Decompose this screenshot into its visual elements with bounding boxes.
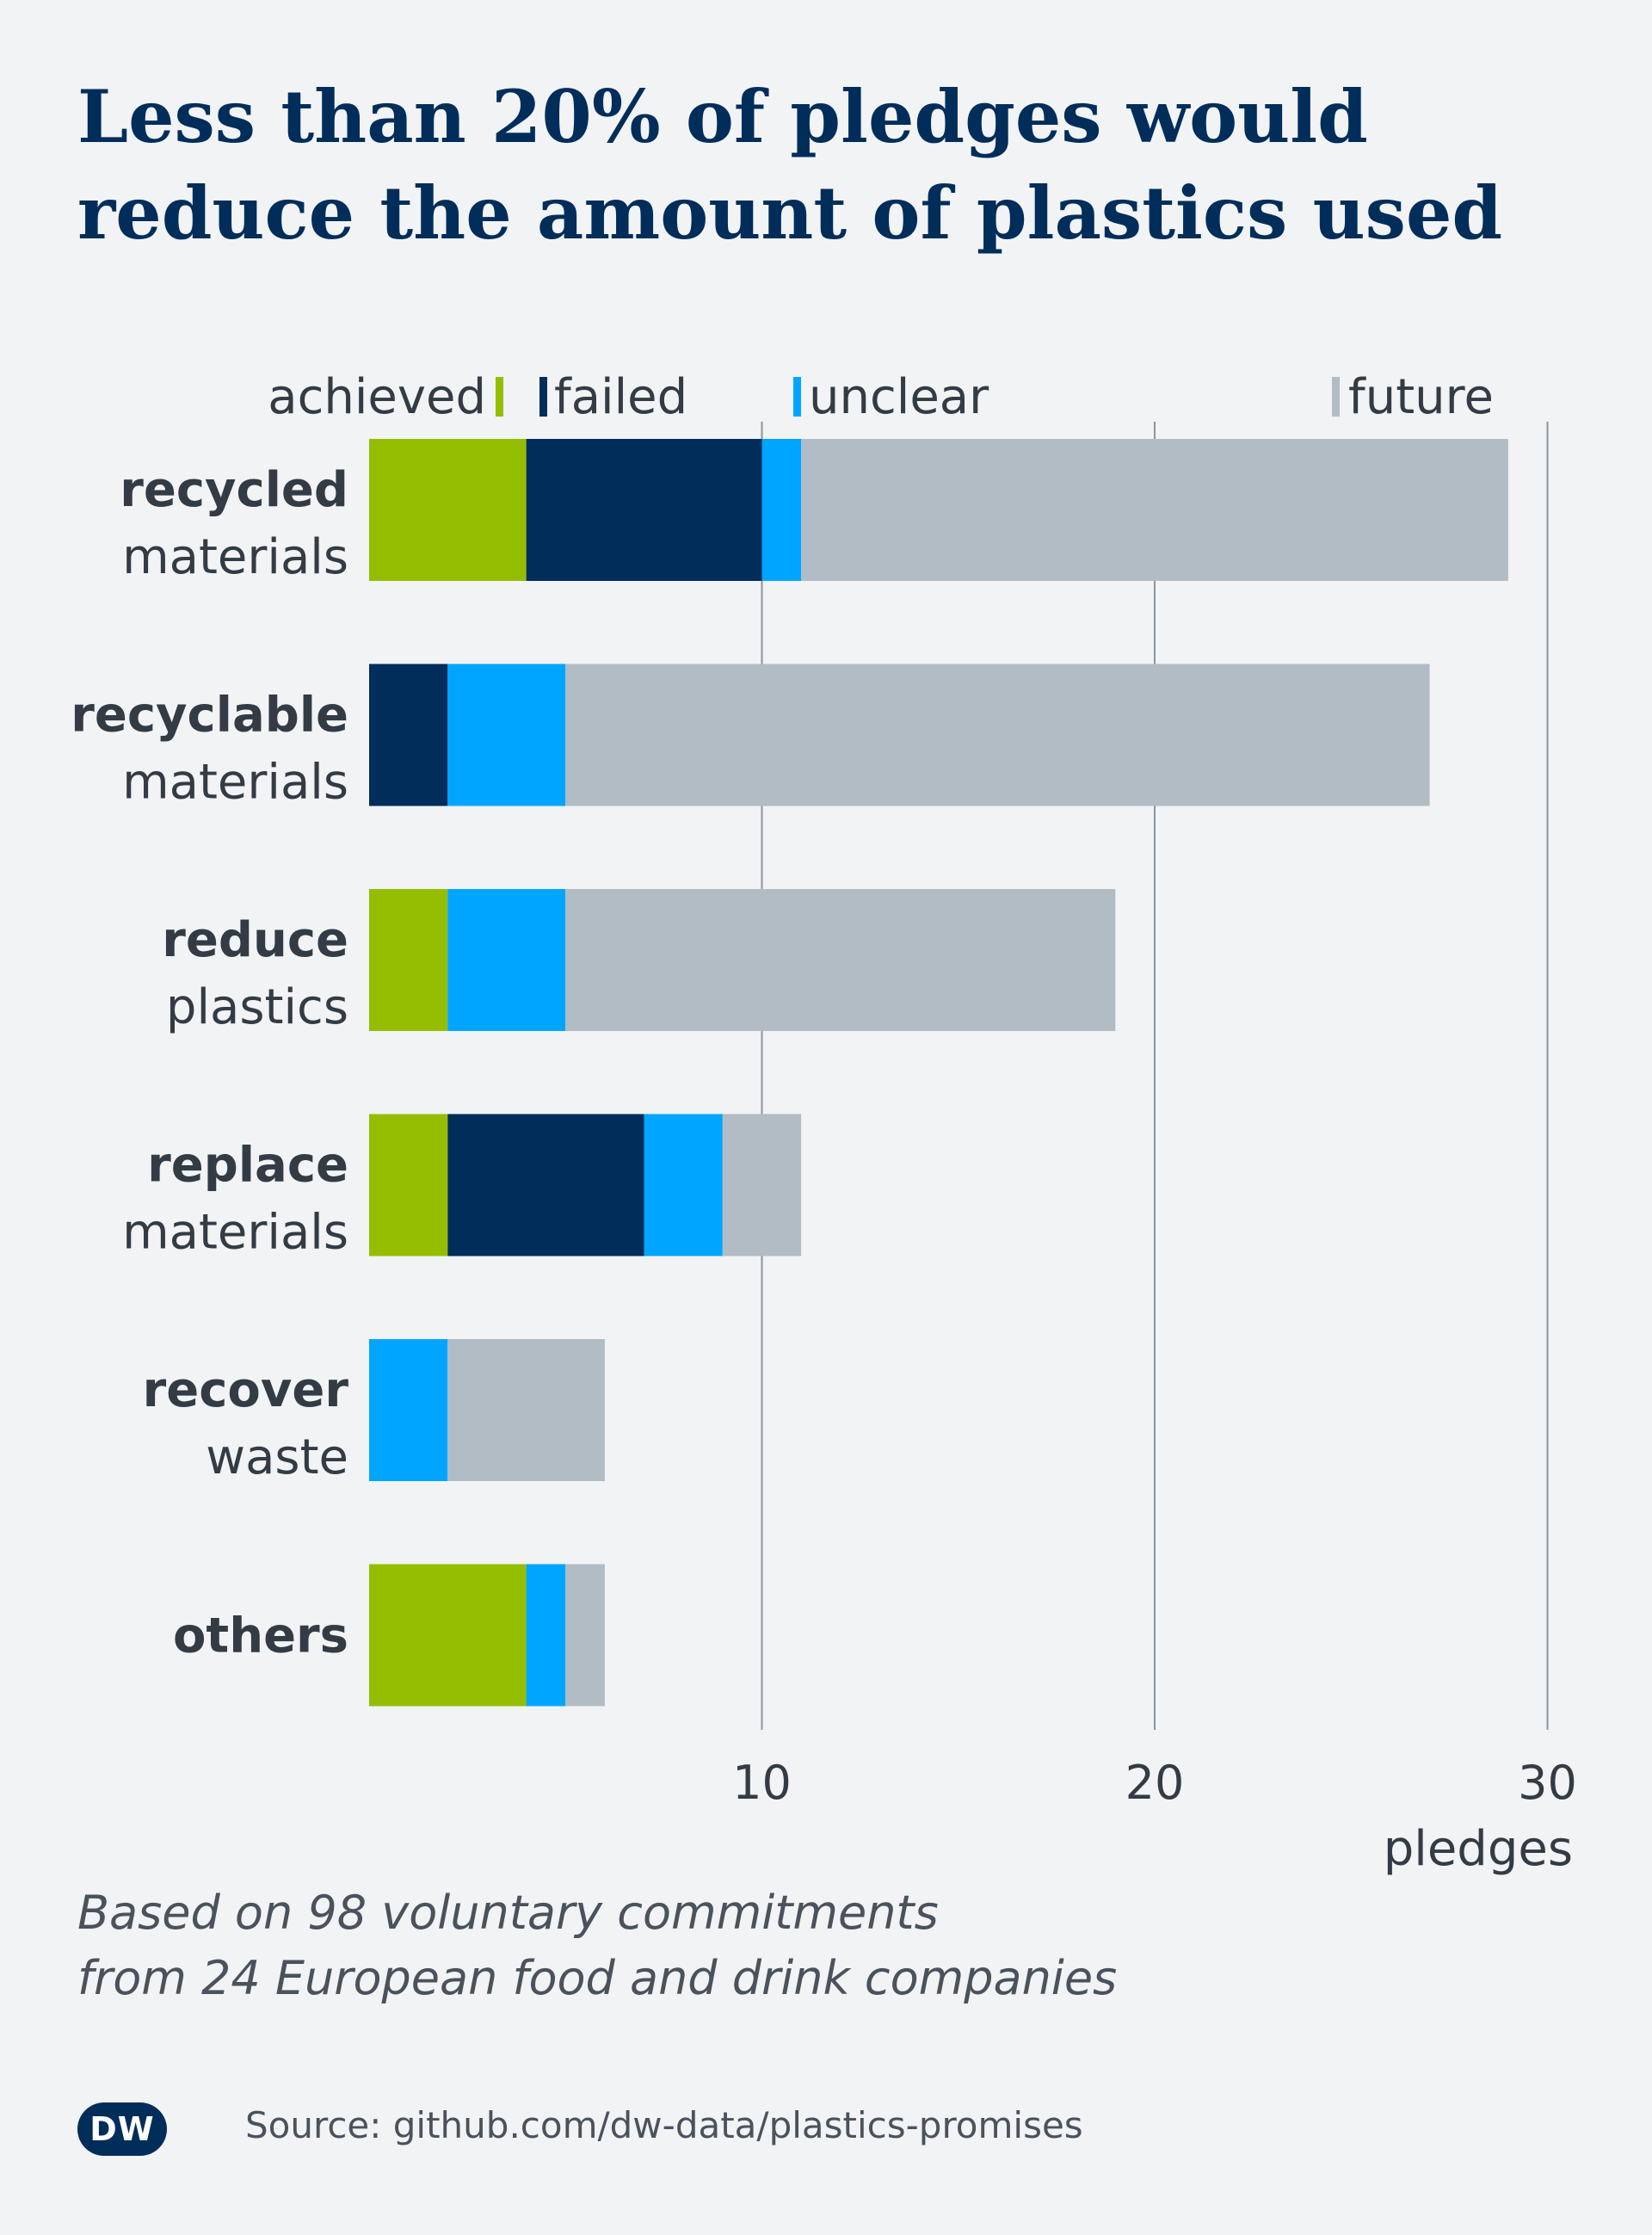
legend-swatch-failed <box>539 377 547 417</box>
bar-recycled-failed <box>526 439 762 581</box>
bar-recover-unclear <box>369 1339 448 1481</box>
bar-replace-unclear <box>644 1114 723 1256</box>
legend-swatch-future <box>1332 377 1340 417</box>
bar-chart: recycled materials recyclable materials redu… <box>71 369 1577 1876</box>
bar-recycled-achieved <box>369 439 527 581</box>
legend-label-achieved: achieved <box>268 369 486 425</box>
bar-recycled-unclear <box>761 439 802 581</box>
legend-label-future: future <box>1348 369 1494 425</box>
bar-recyclable-unclear <box>447 664 566 806</box>
tick-label-20: 20 <box>1125 1756 1185 1810</box>
note-line-2: from 24 European food and drink companie… <box>77 1951 1118 2005</box>
category-sublabel-reduce: plastics <box>166 979 348 1035</box>
chart-title: Less than 20% of pledges would reduce th… <box>77 69 1592 262</box>
bar-recyclable-future <box>565 664 1430 806</box>
bar-reduce-achieved <box>369 889 448 1031</box>
title-line-2: reduce the amount of plastics used <box>77 170 1503 256</box>
category-label-recover: recover <box>143 1362 349 1418</box>
legend-label-failed: failed <box>554 369 687 425</box>
category-label-others: others <box>173 1608 348 1664</box>
bar-reduce-unclear <box>447 889 566 1031</box>
tick-label-10: 10 <box>732 1756 792 1810</box>
bar-reduce-future <box>565 889 1116 1031</box>
dw-logo: DW <box>77 2102 167 2156</box>
bar-replace-failed <box>447 1114 644 1256</box>
bar-others-achieved <box>369 1564 527 1707</box>
bar-recyclable-failed <box>369 664 448 806</box>
category-label-replace: replace <box>147 1138 348 1194</box>
category-sublabel-recyclable: materials <box>122 755 348 811</box>
category-label-reduce: reduce <box>162 912 348 968</box>
legend-label-unclear: unclear <box>809 369 989 425</box>
bar-others-future <box>565 1564 605 1707</box>
category-sublabel-replace: materials <box>122 1205 348 1261</box>
legend-swatch-unclear <box>793 377 801 417</box>
note-line-1: Based on 98 voluntary commitments <box>77 1886 939 1940</box>
bar-recycled-future <box>801 439 1508 581</box>
bar-others-unclear <box>526 1564 566 1707</box>
source-text: Source: github.com/dw-data/plastics-prom… <box>245 2104 1083 2146</box>
x-axis-label: pledges <box>1384 1821 1573 1876</box>
bar-recover-future <box>447 1339 605 1481</box>
chart-note: Based on 98 voluntary commitments from 2… <box>77 1880 1117 2011</box>
category-label-recycled: recycled <box>120 462 348 518</box>
category-sublabel-recycled: materials <box>122 529 348 585</box>
category-label-recyclable: recyclable <box>71 688 348 744</box>
bar-replace-achieved <box>369 1114 448 1256</box>
bar-replace-future <box>722 1114 802 1256</box>
category-sublabel-recover: waste <box>206 1429 348 1485</box>
legend-swatch-achieved <box>496 377 503 417</box>
tick-label-30: 30 <box>1518 1756 1577 1810</box>
title-line-1: Less than 20% of pledges would <box>77 74 1368 159</box>
